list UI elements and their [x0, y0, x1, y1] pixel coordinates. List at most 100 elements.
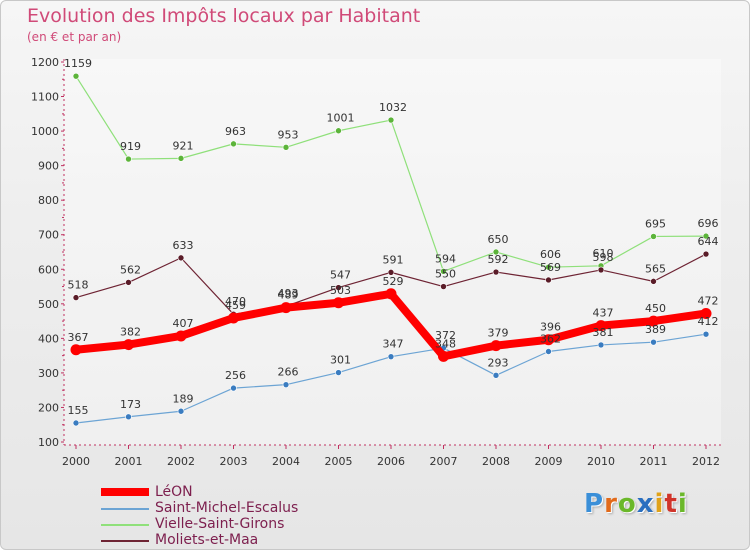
- data-label-moliets-et-maa: 598: [593, 251, 614, 264]
- data-point-saint-michel-escalus: [335, 369, 342, 376]
- x-tick-label: 2006: [377, 455, 405, 468]
- y-tick-label: 1200: [31, 56, 59, 69]
- data-point-saint-michel-escalus: [125, 413, 132, 421]
- data-label-vielle-saint-girons: 594: [435, 252, 456, 265]
- data-point-vielle-saint-girons: [72, 72, 80, 80]
- y-tick-label: 1100: [31, 91, 59, 104]
- data-point-vielle-saint-girons: [440, 268, 447, 275]
- data-point-moliets-et-maa: [545, 276, 552, 284]
- data-label-vielle-saint-girons: 921: [173, 139, 194, 152]
- data-point-l-on: [70, 344, 82, 356]
- x-tick-label: 2011: [640, 455, 668, 468]
- x-tick-label: 2009: [535, 455, 563, 468]
- data-label-l-on: 396: [540, 321, 561, 334]
- logo-letter: o: [617, 489, 637, 519]
- data-point-l-on: [385, 288, 397, 300]
- data-label-saint-michel-escalus: 412: [698, 315, 719, 328]
- y-tick-label: 1000: [31, 125, 59, 138]
- logo-letter: x: [636, 489, 655, 519]
- data-label-vielle-saint-girons: 696: [698, 217, 719, 230]
- data-label-l-on: 407: [173, 317, 194, 330]
- proxiti-logo: Proxiti: [584, 489, 688, 519]
- data-label-moliets-et-maa: 644: [698, 235, 719, 248]
- logo-letter: r: [604, 489, 618, 519]
- data-label-l-on: 459: [225, 299, 246, 312]
- data-point-l-on: [648, 315, 659, 327]
- plot-area: [64, 59, 721, 445]
- logo-letter: i: [677, 489, 688, 519]
- data-point-vielle-saint-girons: [545, 263, 552, 271]
- data-label-l-on: 379: [488, 327, 509, 340]
- data-point-moliets-et-maa: [177, 254, 185, 262]
- x-tick-label: 2003: [220, 455, 248, 468]
- data-point-moliets-et-maa: [125, 279, 132, 286]
- data-point-moliets-et-maa: [387, 269, 395, 276]
- data-point-vielle-saint-girons: [230, 140, 237, 148]
- data-point-l-on: [543, 334, 554, 346]
- y-tick-label: 800: [38, 194, 59, 207]
- x-tick-label: 2010: [587, 455, 615, 468]
- legend-swatch-moliets-et-maa: [101, 540, 149, 542]
- data-point-vielle-saint-girons: [492, 248, 500, 256]
- data-point-l-on: [333, 297, 344, 309]
- data-label-moliets-et-maa: 592: [488, 253, 509, 266]
- data-label-saint-michel-escalus: 301: [330, 354, 351, 367]
- x-tick-label: 2002: [167, 455, 195, 468]
- data-label-moliets-et-maa: 547: [330, 269, 351, 282]
- legend-swatch-leon: [101, 488, 149, 496]
- data-label-vielle-saint-girons: 919: [120, 140, 141, 153]
- data-point-saint-michel-escalus: [545, 348, 552, 355]
- data-label-l-on: 503: [330, 284, 351, 297]
- data-label-moliets-et-maa: 562: [120, 263, 141, 276]
- legend-label-leon: LéON: [155, 484, 193, 500]
- data-label-l-on: 348: [435, 337, 456, 350]
- data-label-moliets-et-maa: 550: [435, 268, 456, 281]
- data-point-vielle-saint-girons: [650, 233, 657, 240]
- data-label-saint-michel-escalus: 155: [68, 404, 89, 417]
- data-label-l-on: 367: [68, 331, 89, 344]
- legend-label-vielle-saint-girons: Vielle-Saint-Girons: [155, 516, 285, 532]
- legend-swatch-saint-michel-escalus: [101, 508, 149, 510]
- data-point-moliets-et-maa: [597, 266, 605, 274]
- y-tick-label: 600: [38, 263, 59, 276]
- data-point-l-on: [700, 307, 712, 319]
- data-point-saint-michel-escalus: [650, 338, 657, 346]
- data-label-saint-michel-escalus: 362: [540, 332, 561, 345]
- data-label-vielle-saint-girons: 953: [278, 128, 299, 141]
- x-tick-label: 2004: [272, 455, 300, 468]
- data-point-vielle-saint-girons: [282, 144, 290, 151]
- y-tick-label: 500: [38, 298, 59, 311]
- data-label-saint-michel-escalus: 173: [120, 398, 141, 411]
- data-point-l-on: [228, 312, 239, 324]
- data-label-l-on: 437: [593, 307, 614, 320]
- y-tick-label: 400: [38, 332, 59, 345]
- x-tick-label: 2012: [692, 455, 720, 468]
- logo-letter: t: [664, 489, 678, 519]
- data-label-moliets-et-maa: 591: [383, 253, 404, 266]
- data-label-vielle-saint-girons: 610: [593, 247, 614, 260]
- legend-label-saint-michel-escalus: Saint-Michel-Escalus: [155, 500, 299, 516]
- x-tick-label: 2000: [62, 455, 90, 468]
- data-label-moliets-et-maa: 569: [540, 261, 561, 274]
- legend-label-moliets-et-maa: Moliets-et-Maa: [155, 532, 259, 548]
- data-label-saint-michel-escalus: 381: [593, 326, 614, 339]
- data-point-l-on: [280, 302, 292, 314]
- data-point-vielle-saint-girons: [335, 127, 342, 135]
- data-point-saint-michel-escalus: [702, 330, 710, 338]
- data-label-moliets-et-maa: 565: [645, 262, 666, 275]
- data-label-saint-michel-escalus: 266: [278, 366, 299, 379]
- data-labels-layer: 1159 919 921 963 953 1001 1032 594 650 606 610 695 6…: [64, 57, 719, 417]
- data-label-l-on: 489: [278, 289, 299, 302]
- data-label-l-on: 382: [120, 326, 141, 339]
- data-label-vielle-saint-girons: 1032: [379, 101, 407, 114]
- data-point-saint-michel-escalus: [72, 419, 80, 427]
- logo-letter: i: [654, 489, 665, 519]
- data-point-l-on: [175, 330, 187, 342]
- data-point-moliets-et-maa: [702, 250, 710, 258]
- data-label-vielle-saint-girons: 650: [488, 233, 509, 246]
- data-label-vielle-saint-girons: 606: [540, 248, 561, 261]
- data-point-vielle-saint-girons: [177, 155, 185, 162]
- data-label-saint-michel-escalus: 347: [383, 338, 404, 351]
- data-label-saint-michel-escalus: 293: [488, 356, 509, 369]
